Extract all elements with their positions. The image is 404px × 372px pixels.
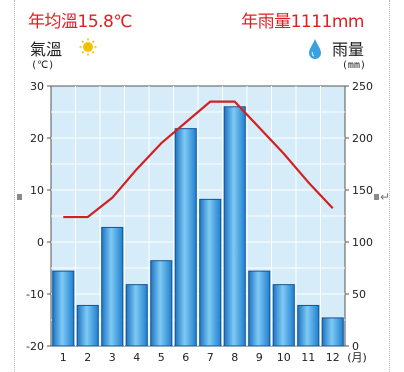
rainfall-bar-6 [174,128,197,347]
rainfall-bar-5 [150,260,173,347]
rainfall-bar-4 [125,284,148,347]
month-label-5: 5 [158,351,165,364]
right-margin-mark [374,194,379,200]
rain-tick-label: 100 [352,236,373,249]
rain-tick-label: 50 [352,288,366,301]
temp-tick-label: -10 [26,288,44,301]
rain-tick-label: 250 [352,80,373,93]
month-label-10: 10 [277,351,291,364]
month-label-2: 2 [84,351,91,364]
month-label-4: 4 [133,351,140,364]
rainfall-unit: (mm) [341,60,366,71]
water-drop-icon [309,39,321,59]
rain-tick-label: 0 [352,340,359,353]
rainfall-bar-1 [52,270,75,347]
rainfall-bar-12 [321,317,344,347]
sun-icon [79,38,97,56]
rainfall-bar-11 [297,304,320,347]
annual-temperature-label: 年均溫15.8℃ [28,12,132,32]
left-margin-mark [17,194,22,200]
annual-rainfall-label: 年雨量1111mm [241,12,364,32]
rainfall-bar-9 [248,270,271,347]
month-label-6: 6 [182,351,189,364]
temperature-unit: (℃) [31,60,55,71]
month-label-3: 3 [109,351,116,364]
temperature-line [63,100,334,219]
rainfall-axis-title: 雨量 [331,40,364,59]
month-label-7: 7 [207,351,214,364]
rainfall-bar-3 [101,226,124,347]
temp-tick-label: 20 [30,132,44,145]
rain-tick-label: 150 [352,184,373,197]
month-label-1: 1 [60,351,67,364]
rainfall-bar-7 [199,198,222,347]
month-label-8: 8 [231,351,238,364]
temp-tick-label: 10 [30,184,44,197]
month-label-11: 11 [301,351,315,364]
rainfall-bar-10 [272,284,295,347]
temp-tick-label: -20 [26,340,44,353]
rain-tick-label: 200 [352,132,373,145]
rainfall-bar-2 [76,304,99,347]
temp-tick-label: 30 [30,80,44,93]
month-unit-label: (月) [347,351,367,364]
temp-tick-label: 0 [37,236,44,249]
paragraph-return-icon: ↵ [380,190,391,204]
chart-frame [14,0,390,372]
month-label-12: 12 [326,351,340,364]
rainfall-bar-8 [223,106,246,347]
month-label-9: 9 [256,351,263,364]
temperature-axis-title: 氣溫 [30,40,63,59]
